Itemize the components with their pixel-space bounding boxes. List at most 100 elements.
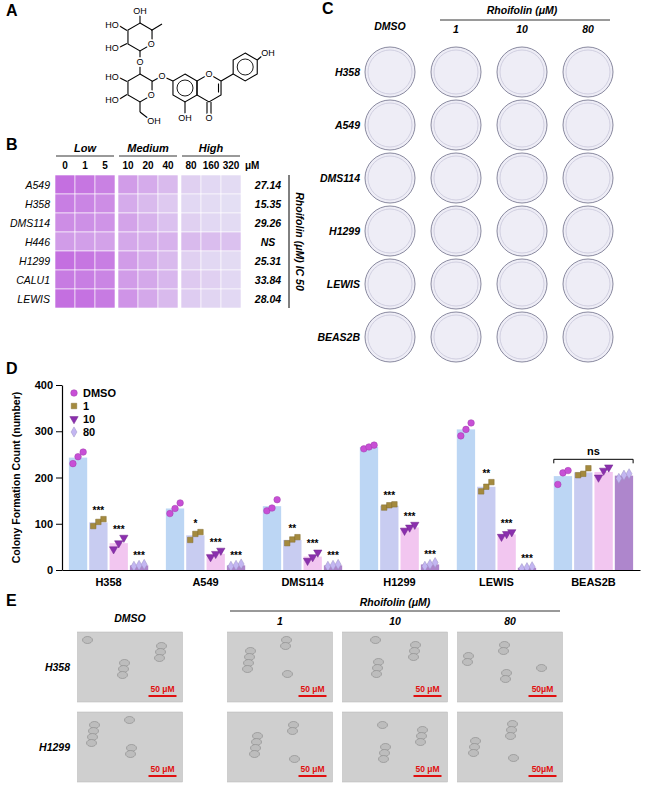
cell-shape <box>290 756 300 763</box>
dish <box>431 206 481 256</box>
dish <box>365 153 415 203</box>
replicate-point <box>115 541 123 548</box>
ic50-value: 15.35 <box>255 198 281 210</box>
x-tick: H1299 <box>383 570 415 588</box>
heatmap-cell <box>158 194 178 213</box>
replicate-point <box>422 561 428 570</box>
scale-bar <box>414 695 442 697</box>
heatmap-cell <box>201 251 221 270</box>
heatmap-cell <box>75 194 95 213</box>
y-tick-label: 400 <box>35 379 53 391</box>
heatmap-cell <box>201 270 221 289</box>
dish-rim <box>368 262 412 306</box>
bar <box>574 472 592 570</box>
legend: DMSO11080 <box>70 387 117 438</box>
replicate-point <box>427 559 433 569</box>
heatmap-cell <box>158 175 178 194</box>
annotation: ns <box>587 445 600 457</box>
replicate-point <box>581 471 586 476</box>
cell-shape <box>155 655 165 662</box>
replicate-point <box>80 449 87 456</box>
scale-bar-label: 50 μM <box>150 764 174 774</box>
heatmap: Low015Medium102040High80160320μMA54927.1… <box>10 142 306 308</box>
figure: ABCDEOHOHOOHOOHOHOOHOOOHOOHLow015Medium1… <box>0 0 650 797</box>
heatmap-cell <box>118 289 138 308</box>
scale-bar <box>529 695 557 697</box>
replicate-point <box>371 442 378 449</box>
x-axis-line <box>63 570 641 571</box>
heatmap-title: Rhoifolin (μM) IC 50 <box>294 192 306 291</box>
atom-label: OH <box>178 113 192 123</box>
replicate-point <box>508 530 516 537</box>
column-header: 80 <box>504 615 516 627</box>
heatmap-cell <box>118 270 138 289</box>
dish <box>497 47 547 97</box>
replicate-point <box>616 473 622 483</box>
replicate-point <box>314 550 322 557</box>
y-tick: 0 <box>47 564 62 576</box>
heatmap-cell <box>181 289 201 308</box>
heatmap-cell <box>55 194 75 213</box>
dish-rim <box>434 156 478 200</box>
heatmap-cell <box>118 175 138 194</box>
cell-shape <box>469 750 479 757</box>
cell-shape <box>83 637 93 644</box>
dish-rim <box>368 156 412 200</box>
heatmap-cell <box>118 232 138 251</box>
group-header: Medium <box>127 142 169 154</box>
scale-bar-label: 50μM <box>532 684 554 694</box>
heatmap-cell <box>221 213 241 232</box>
y-tick-label: 300 <box>35 425 53 437</box>
heatmap-cell <box>201 289 221 308</box>
replicate-point <box>463 426 470 433</box>
significance-label: *** <box>133 550 145 561</box>
x-tick-label: H358 <box>95 576 121 588</box>
replicate-point <box>177 500 184 507</box>
replicate-point <box>400 528 408 535</box>
legend-marker <box>71 427 77 437</box>
scale-bar-label: 50 μM <box>415 764 439 774</box>
micrograph <box>78 712 183 782</box>
replicate-point <box>468 420 475 427</box>
column-label: 80 <box>185 160 197 171</box>
significance-label: ** <box>288 523 296 534</box>
row-label: A549 <box>24 179 50 191</box>
dish <box>563 206 613 256</box>
dish <box>431 153 481 203</box>
dish <box>497 206 547 256</box>
heatmap-cell <box>95 289 115 308</box>
row-label: H1299 <box>329 225 360 237</box>
row-label: H446 <box>25 236 50 248</box>
column-label: 320 <box>223 160 240 171</box>
dish <box>365 100 415 150</box>
x-tick-label: H1299 <box>383 576 415 588</box>
bar-chart: ****************************************… <box>10 379 641 588</box>
colony-panel: Rhoifolin (μM)DMSO11080H358A549DMS114H12… <box>317 4 613 362</box>
dish-rim <box>500 103 544 147</box>
dish <box>365 47 415 97</box>
heatmap-cell <box>201 194 221 213</box>
replicate-point <box>101 516 106 521</box>
replicate-point <box>392 502 397 507</box>
dish-rim <box>566 262 610 306</box>
x-tick-label: LEWIS <box>479 576 514 588</box>
atom-label: O <box>205 69 212 79</box>
dish <box>431 259 481 309</box>
cell-shape <box>118 672 128 679</box>
dish <box>365 259 415 309</box>
bar <box>283 540 301 570</box>
legend-marker <box>71 390 78 397</box>
bar <box>477 487 495 570</box>
replicate-point <box>555 481 562 488</box>
column-label: 5 <box>102 160 108 171</box>
replicate-point <box>519 564 525 570</box>
dish-rim <box>368 103 412 147</box>
x-tick-label: DMS114 <box>281 576 324 588</box>
significance-label: *** <box>404 511 416 522</box>
column-header: DMSO <box>374 20 406 32</box>
replicate-point <box>217 548 225 555</box>
heatmap-cell <box>118 213 138 232</box>
bond <box>218 84 219 93</box>
replicate-point <box>605 465 613 472</box>
cell-shape <box>537 665 547 672</box>
